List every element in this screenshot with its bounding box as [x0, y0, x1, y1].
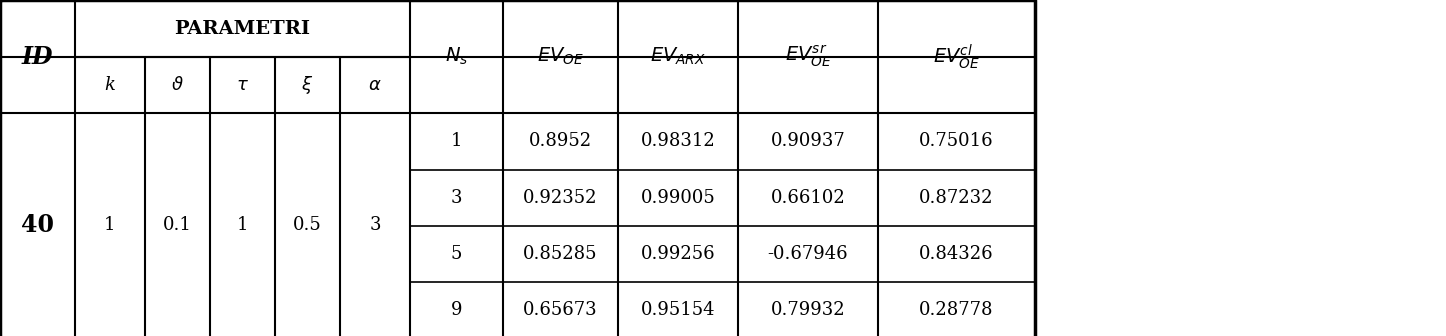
Text: 0.79932: 0.79932	[771, 301, 846, 319]
Text: ID: ID	[22, 44, 54, 69]
Text: $\xi$: $\xi$	[301, 74, 314, 96]
Text: 0.66102: 0.66102	[771, 189, 846, 207]
Text: $\tau$: $\tau$	[236, 76, 249, 94]
Text: $\mathit{EV}_{OE}$: $\mathit{EV}_{OE}$	[536, 46, 584, 67]
Text: 40: 40	[22, 213, 54, 238]
Text: 3: 3	[369, 216, 380, 235]
Text: 0.65673: 0.65673	[523, 301, 597, 319]
Text: 0.95154: 0.95154	[641, 301, 716, 319]
Text: 0.84326: 0.84326	[920, 245, 993, 263]
Text: 0.85285: 0.85285	[523, 245, 597, 263]
Text: 3: 3	[451, 189, 463, 207]
Text: $N_s$: $N_s$	[445, 46, 469, 67]
Text: 0.75016: 0.75016	[920, 132, 993, 151]
Text: 0.1: 0.1	[163, 216, 192, 235]
Text: 0.8952: 0.8952	[529, 132, 591, 151]
Text: $\vartheta$: $\vartheta$	[171, 76, 184, 94]
Text: PARAMETRI: PARAMETRI	[175, 19, 311, 38]
Text: 9: 9	[451, 301, 463, 319]
Text: -0.67946: -0.67946	[768, 245, 849, 263]
Text: 0.99256: 0.99256	[641, 245, 716, 263]
Text: 0.99005: 0.99005	[641, 189, 716, 207]
Text: 5: 5	[451, 245, 463, 263]
Text: 1: 1	[237, 216, 249, 235]
Text: $\mathit{EV}_{OE}^{cl}$: $\mathit{EV}_{OE}^{cl}$	[933, 42, 980, 71]
Text: 0.98312: 0.98312	[641, 132, 716, 151]
Text: 1: 1	[451, 132, 463, 151]
Text: 1: 1	[104, 216, 116, 235]
Text: $\mathit{EV}_{OE}^{sr}$: $\mathit{EV}_{OE}^{sr}$	[785, 44, 831, 69]
Text: 0.90937: 0.90937	[771, 132, 846, 151]
Text: 0.5: 0.5	[294, 216, 322, 235]
Text: 0.87232: 0.87232	[920, 189, 993, 207]
Text: 0.92352: 0.92352	[523, 189, 597, 207]
Text: k: k	[104, 76, 116, 94]
Text: 0.28778: 0.28778	[920, 301, 993, 319]
Text: $\alpha$: $\alpha$	[369, 76, 382, 94]
Text: $\mathit{EV}_{ARX}$: $\mathit{EV}_{ARX}$	[649, 46, 706, 67]
